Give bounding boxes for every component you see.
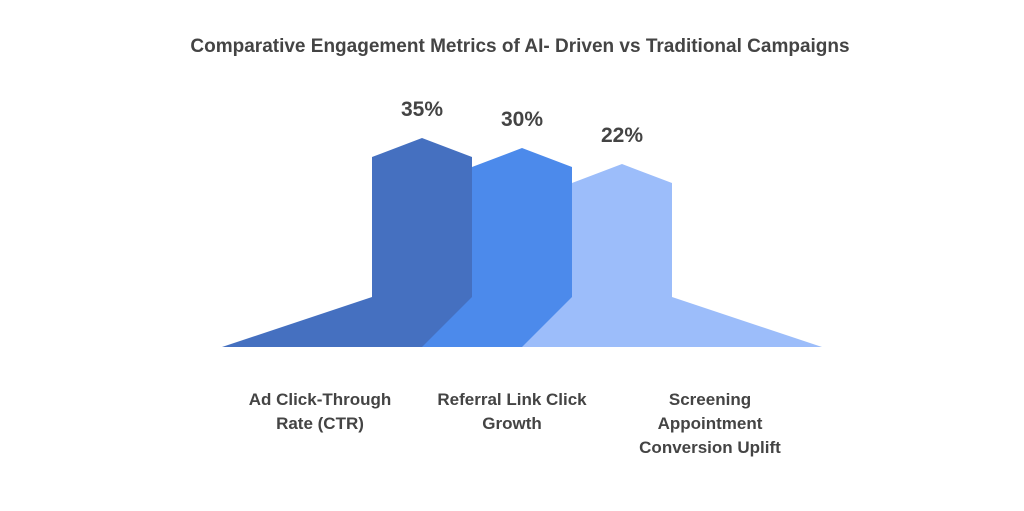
- value-label: 30%: [501, 108, 543, 131]
- chart-title: Comparative Engagement Metrics of AI- Dr…: [190, 36, 849, 57]
- category-label: Ad Click-Through Rate (CTR): [248, 390, 392, 433]
- value-label: 35%: [401, 98, 443, 121]
- value-label: 22%: [601, 124, 643, 147]
- peak-shape: [222, 138, 522, 347]
- category-label: Referral Link Click Growth: [437, 390, 587, 433]
- peak-shape: [522, 164, 822, 347]
- category-label: Screening Appointment Conversion Uplift: [639, 390, 781, 457]
